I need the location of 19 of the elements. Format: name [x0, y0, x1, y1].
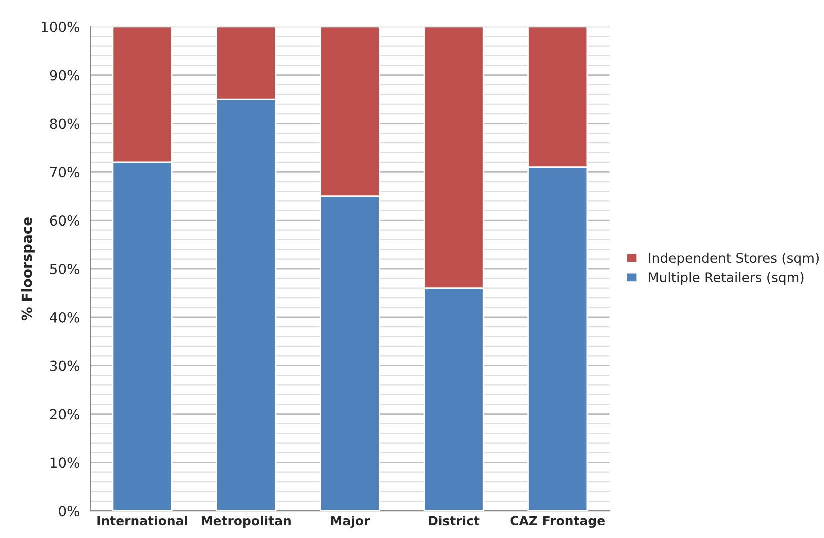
y-tick-label: 100%	[42, 22, 80, 32]
x-tick-label: Major	[331, 516, 370, 528]
x-tick-label: CAZ Frontage	[510, 516, 605, 528]
y-tick-label: 0%	[59, 506, 80, 517]
y-tick-label: 30%	[50, 360, 80, 372]
y-tick-label: 40%	[50, 312, 80, 323]
x-tick-label: District	[429, 516, 480, 526]
y-tick-label: 20%	[50, 409, 80, 420]
y-tick-label: 70%	[50, 167, 80, 178]
y-tick-label: 50%	[50, 264, 80, 274]
legend-label: Multiple Retailers (sqm)	[649, 272, 804, 286]
y-tick-label: 90%	[50, 70, 80, 81]
y-axis-title: % Floorspace	[22, 218, 35, 321]
legend-label: Independent Stores (sqm)	[649, 252, 819, 266]
x-tick-label: International	[98, 516, 188, 526]
y-tick-label: 60%	[50, 216, 80, 226]
y-tick-label: 10%	[50, 458, 80, 468]
x-tick-label: Metropolitan	[202, 516, 291, 528]
y-tick-label: 80%	[50, 118, 80, 130]
